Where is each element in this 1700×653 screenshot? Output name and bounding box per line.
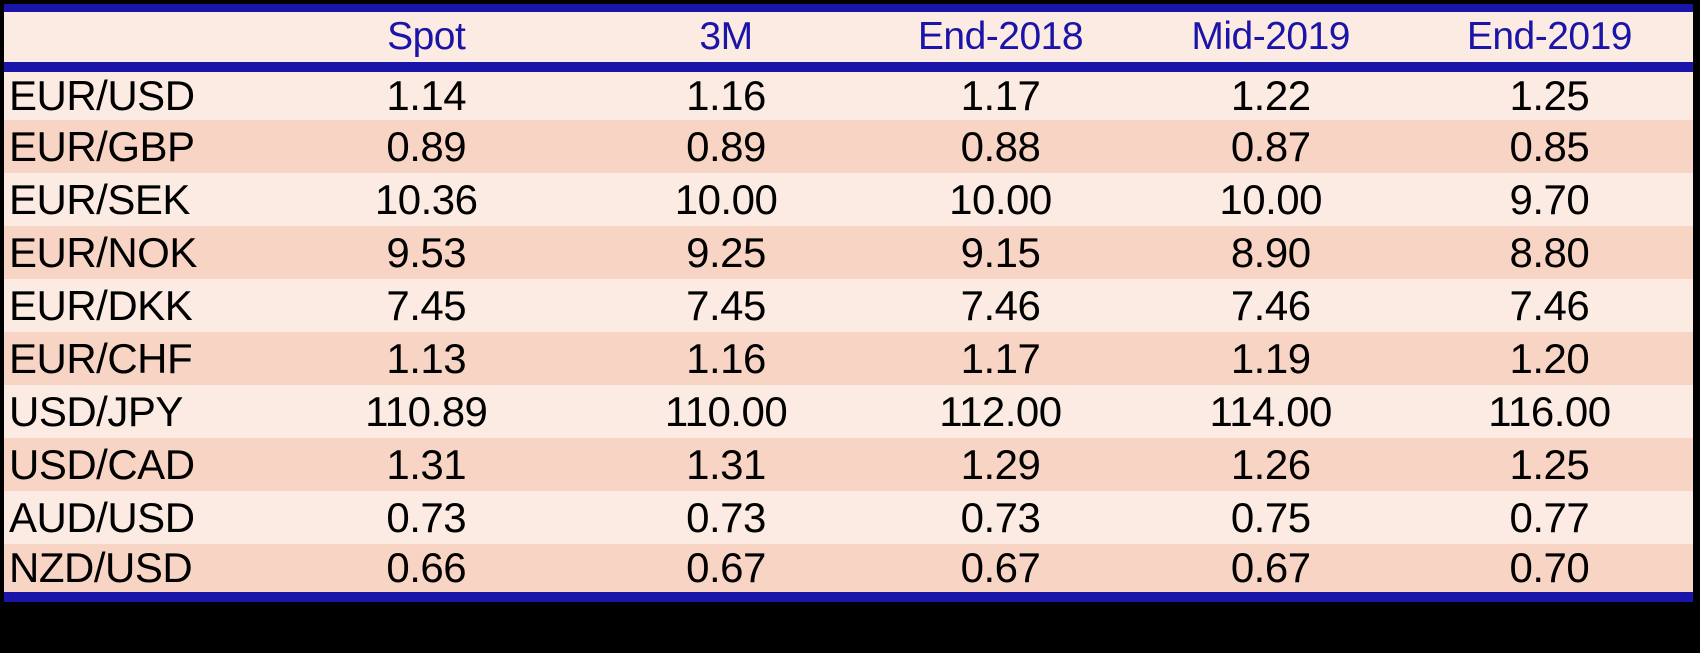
rate-cell: 0.77 <box>1509 493 1590 541</box>
rate-cell: 1.17 <box>960 72 1041 119</box>
rate-cell: 9.53 <box>386 228 467 276</box>
column-header-spot: Spot <box>265 8 587 72</box>
rate-cell: 7.45 <box>686 281 766 329</box>
rate-cell: 0.73 <box>686 493 766 541</box>
rate-cell: 0.73 <box>960 493 1041 541</box>
rate-cell: 8.80 <box>1509 228 1590 276</box>
column-header-3m: 3M <box>586 8 866 72</box>
pair-label: EUR/SEK <box>9 175 190 223</box>
rate-cell: 7.46 <box>1509 281 1590 329</box>
rate-cell: 10.00 <box>1219 175 1323 223</box>
table-row-usdcad: USD/CAD 1.31 1.31 1.29 1.26 1.25 <box>4 438 1693 491</box>
rate-cell: 7.46 <box>1230 281 1311 329</box>
pair-label: NZD/USD <box>9 544 193 591</box>
rate-cell: 116.00 <box>1488 387 1611 435</box>
rate-cell: 0.75 <box>1230 493 1311 541</box>
pair-label: USD/JPY <box>9 387 183 435</box>
table-row-eurusd: EUR/USD 1.14 1.16 1.17 1.22 1.25 <box>4 67 1693 120</box>
rate-cell: 0.73 <box>386 493 467 541</box>
table-row-audusd: AUD/USD 0.73 0.73 0.73 0.75 0.77 <box>4 491 1693 544</box>
rate-cell: 8.90 <box>1230 228 1311 276</box>
rate-cell: 1.16 <box>686 72 766 119</box>
rate-cell: 10.00 <box>674 175 778 223</box>
rate-cell: 1.31 <box>386 440 467 488</box>
fx-forecast-table: Spot 3M End-2018 Mid-2019 End-2019 EUR/U… <box>4 4 1693 602</box>
rate-cell: 1.20 <box>1509 334 1590 382</box>
rate-cell: 1.22 <box>1230 72 1311 119</box>
pair-label: USD/CAD <box>9 440 195 488</box>
rate-cell: 0.66 <box>386 544 467 591</box>
header-row: Spot 3M End-2018 Mid-2019 End-2019 <box>4 8 1693 72</box>
corner-cell <box>4 8 266 72</box>
column-header-end-2018: End-2018 <box>865 8 1136 72</box>
rate-cell: 7.46 <box>960 281 1041 329</box>
rate-cell: 1.17 <box>960 334 1041 382</box>
rate-cell: 112.00 <box>939 387 1062 435</box>
rate-cell: 114.00 <box>1209 387 1333 435</box>
rate-cell: 9.15 <box>960 228 1041 276</box>
rate-cell: 1.31 <box>686 440 766 488</box>
rate-cell: 1.25 <box>1509 72 1590 119</box>
table-row-eurchf: EUR/CHF 1.13 1.16 1.17 1.19 1.20 <box>4 332 1693 385</box>
pair-label: EUR/GBP <box>9 122 195 170</box>
rate-cell: 0.87 <box>1230 122 1311 170</box>
pair-label: AUD/USD <box>9 493 195 541</box>
pair-label: EUR/USD <box>9 72 195 119</box>
pair-label: EUR/NOK <box>9 228 197 276</box>
rate-cell: 0.89 <box>686 122 766 170</box>
rate-cell: 0.85 <box>1509 122 1590 170</box>
rate-cell: 0.67 <box>686 544 766 591</box>
rate-cell: 10.00 <box>949 175 1052 223</box>
rate-cell: 0.67 <box>960 544 1041 591</box>
pair-label: EUR/DKK <box>9 281 193 329</box>
rate-cell: 1.16 <box>686 334 766 382</box>
table-row-eurnok: EUR/NOK 9.53 9.25 9.15 8.90 8.80 <box>4 226 1693 279</box>
table-row-eursek: EUR/SEK 10.36 10.00 10.00 10.00 9.70 <box>4 173 1693 226</box>
table-row-eurgbp: EUR/GBP 0.89 0.89 0.88 0.87 0.85 <box>4 120 1693 173</box>
table-row-eurdkk: EUR/DKK 7.45 7.45 7.46 7.46 7.46 <box>4 279 1693 332</box>
rate-cell: 7.45 <box>386 281 467 329</box>
rate-cell: 110.00 <box>664 387 788 435</box>
pair-label: EUR/CHF <box>9 334 193 382</box>
rate-cell: 1.13 <box>386 334 467 382</box>
rate-cell: 0.67 <box>1230 544 1311 591</box>
rate-cell: 10.36 <box>374 175 478 223</box>
column-header-end-2019: End-2019 <box>1405 8 1693 72</box>
rate-cell: 1.25 <box>1509 440 1590 488</box>
table-row-usdjpy: USD/JPY 110.89 110.00 112.00 114.00 116.… <box>4 385 1693 438</box>
rate-cell: 9.25 <box>686 228 766 276</box>
rate-cell: 1.26 <box>1230 440 1311 488</box>
table-row-nzdusd: NZD/USD 0.66 0.67 0.67 0.67 0.70 <box>4 544 1693 597</box>
rate-cell: 0.89 <box>386 122 467 170</box>
column-header-mid-2019: Mid-2019 <box>1135 8 1406 72</box>
rate-cell: 0.70 <box>1509 544 1590 591</box>
rate-cell: 1.29 <box>960 440 1041 488</box>
rate-cell: 0.88 <box>960 122 1041 170</box>
rate-cell: 110.89 <box>365 387 488 435</box>
rate-cell: 9.70 <box>1509 175 1590 223</box>
rate-cell: 1.19 <box>1230 334 1311 382</box>
rate-cell: 1.14 <box>386 72 467 119</box>
